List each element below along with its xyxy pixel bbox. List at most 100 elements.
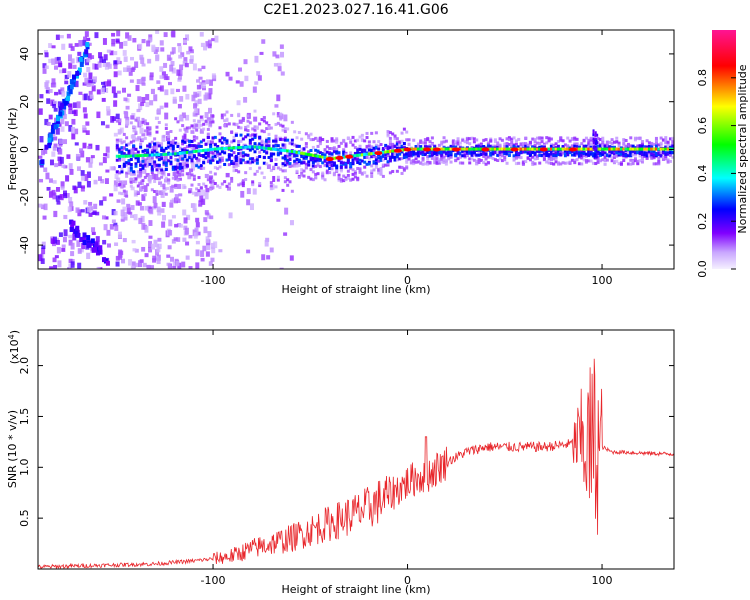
heatmap-cell	[177, 103, 182, 109]
heatmap-cell	[140, 77, 145, 85]
heatmap-cell	[66, 33, 71, 39]
heatmap-cell	[433, 161, 437, 165]
heatmap-cell	[147, 58, 152, 64]
heatmap-cell	[575, 145, 579, 149]
heatmap-cell	[102, 156, 107, 164]
heatmap-cell	[161, 221, 166, 228]
heatmap-cell	[178, 223, 183, 228]
heatmap-cell	[272, 147, 276, 151]
heatmap-cell	[638, 159, 642, 163]
heatmap-cell	[643, 145, 647, 149]
heatmap-cell	[302, 174, 306, 178]
x-tick-label: 100	[592, 274, 613, 287]
heatmap-cell	[145, 101, 150, 108]
heatmap-cell	[475, 138, 479, 142]
heatmap-cell	[124, 111, 129, 119]
heatmap-cell	[139, 154, 143, 158]
heatmap-cell	[148, 180, 152, 184]
heatmap-cell	[610, 141, 614, 145]
heatmap-cell	[95, 211, 100, 216]
heatmap-cell	[72, 102, 77, 108]
heatmap-cell	[629, 144, 633, 148]
heatmap-cell	[209, 143, 213, 147]
colorbar-tick-label: 0.2	[696, 212, 709, 230]
heatmap-cell	[304, 145, 308, 149]
heatmap-cell	[53, 143, 58, 148]
heatmap-cell	[183, 155, 187, 159]
heatmap-cell	[110, 116, 115, 123]
heatmap-cell	[311, 164, 315, 168]
heatmap-cell	[143, 163, 147, 167]
heatmap-cell	[182, 237, 187, 242]
heatmap-cell	[484, 157, 488, 161]
heatmap-cell	[150, 156, 154, 160]
heatmap-cell	[388, 131, 392, 135]
heatmap-cell	[626, 142, 630, 146]
heatmap-cell	[199, 166, 203, 170]
heatmap-cell	[589, 138, 593, 142]
heatmap-cell	[503, 155, 507, 159]
heatmap-cell	[202, 182, 206, 186]
heatmap-cell	[489, 144, 493, 148]
heatmap-cell	[248, 134, 252, 138]
heatmap-cell	[178, 146, 182, 150]
heatmap-cell	[201, 82, 206, 89]
heatmap-cell	[258, 184, 262, 188]
heatmap-cell	[540, 136, 544, 140]
heatmap-cell	[442, 160, 446, 164]
heatmap-cell	[183, 151, 187, 155]
heatmap-cell	[141, 151, 146, 156]
heatmap-cell	[213, 241, 218, 249]
heatmap-cell	[344, 144, 348, 148]
heatmap-cell	[79, 237, 84, 243]
heatmap-cell	[279, 44, 284, 49]
heatmap-cell	[58, 89, 63, 95]
heatmap-cell	[90, 238, 95, 244]
heatmap-cell	[125, 171, 129, 175]
heatmap-cell	[139, 186, 143, 190]
heatmap-cell	[83, 200, 88, 205]
heatmap-cell	[145, 172, 150, 178]
heatmap-cell	[262, 176, 266, 180]
heatmap-cell	[223, 180, 227, 184]
heatmap-cell	[603, 155, 607, 159]
heatmap-cell	[63, 214, 68, 220]
heatmap-cell	[68, 89, 73, 95]
heatmap-cell	[122, 146, 126, 150]
heatmap-cell	[130, 115, 135, 120]
heatmap-cell	[190, 161, 195, 165]
heatmap-cell	[377, 167, 381, 171]
heatmap-cell	[196, 84, 201, 90]
heatmap-cell	[123, 97, 128, 102]
heatmap-cell	[150, 149, 154, 153]
heatmap-cell	[86, 171, 91, 178]
heatmap-cell	[444, 151, 448, 155]
heatmap-cell	[157, 177, 161, 181]
heatmap-cell	[262, 140, 266, 144]
heatmap-cell	[300, 154, 304, 158]
heatmap-cell	[201, 80, 206, 85]
heatmap-cell	[195, 128, 199, 132]
heatmap-cell	[456, 150, 460, 154]
heatmap-cell	[113, 180, 118, 187]
heatmap-cell	[86, 82, 91, 87]
heatmap-cell	[96, 266, 101, 269]
heatmap-cell	[191, 147, 196, 152]
heatmap-cell	[85, 121, 90, 126]
heatmap-cell	[477, 151, 481, 155]
heatmap-cell	[118, 158, 122, 162]
heatmap-cell	[190, 124, 194, 128]
heatmap-cell	[174, 165, 178, 169]
heatmap-cell	[640, 160, 644, 164]
heatmap-cell	[650, 145, 654, 149]
heatmap-cell	[580, 142, 584, 146]
heatmap-cell	[524, 160, 528, 164]
heatmap-cell	[82, 232, 87, 238]
heatmap-cell	[549, 147, 553, 151]
heatmap-cell	[161, 201, 166, 207]
heatmap-cell	[160, 155, 164, 159]
heatmap-cell	[664, 138, 668, 142]
heatmap-cell	[279, 148, 283, 152]
heatmap-cell	[188, 46, 193, 52]
heatmap-cell	[316, 163, 320, 167]
